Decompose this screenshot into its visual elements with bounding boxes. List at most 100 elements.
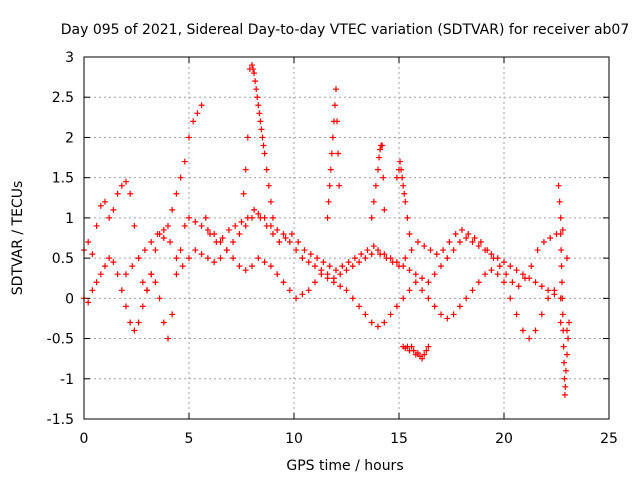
x-tick-label: 20 — [495, 431, 513, 447]
data-point — [293, 295, 300, 302]
data-point — [127, 319, 134, 326]
data-point — [232, 222, 239, 229]
data-point — [110, 259, 117, 266]
data-point — [110, 206, 117, 213]
data-point — [561, 359, 568, 366]
data-point — [427, 247, 434, 254]
data-point — [494, 255, 501, 262]
series-track-c — [123, 210, 564, 302]
data-point — [343, 267, 350, 274]
data-point — [249, 62, 255, 69]
data-point — [400, 182, 407, 189]
data-point — [286, 287, 293, 294]
data-point — [267, 263, 274, 270]
series-spike-12h — [324, 86, 343, 221]
data-point — [118, 287, 125, 294]
data-point — [333, 86, 339, 93]
data-point — [406, 230, 413, 237]
data-point — [556, 198, 563, 205]
data-point — [97, 271, 104, 278]
data-point — [230, 239, 237, 246]
data-point — [561, 375, 568, 382]
x-tick-label: 15 — [390, 431, 408, 447]
data-point — [381, 319, 388, 326]
data-point — [555, 182, 562, 189]
data-point — [173, 190, 180, 197]
y-tick-label: -1.5 — [47, 412, 74, 428]
data-point — [507, 263, 514, 270]
data-point — [194, 110, 201, 117]
data-point — [538, 283, 545, 290]
data-point — [400, 263, 407, 270]
data-point — [377, 146, 384, 153]
data-point — [141, 247, 148, 254]
data-point — [456, 239, 463, 246]
data-point — [337, 283, 344, 290]
data-point — [299, 255, 306, 262]
data-point — [362, 255, 369, 262]
y-tick-label: 0.5 — [52, 251, 74, 267]
data-point — [257, 118, 264, 125]
data-points — [81, 62, 573, 398]
data-point — [545, 295, 552, 302]
data-point — [165, 335, 171, 342]
data-point — [127, 190, 134, 197]
data-point — [375, 247, 381, 254]
data-point — [253, 86, 260, 93]
data-point — [452, 230, 459, 237]
data-point — [406, 287, 413, 294]
data-point — [370, 198, 377, 205]
data-point — [135, 255, 142, 262]
data-point — [274, 271, 281, 278]
data-point — [93, 222, 100, 229]
data-point — [192, 218, 199, 225]
data-point — [261, 259, 268, 266]
y-tick-label: 2 — [65, 130, 74, 146]
data-point — [333, 267, 339, 274]
data-point — [106, 214, 113, 221]
data-point — [320, 259, 327, 266]
data-point — [425, 343, 432, 350]
data-point — [425, 295, 432, 302]
data-point — [129, 263, 136, 270]
data-point — [440, 247, 447, 254]
data-point — [204, 255, 211, 262]
data-point — [444, 255, 451, 262]
series-spike-8h — [240, 62, 276, 221]
data-point — [419, 355, 426, 362]
data-point — [186, 255, 192, 262]
data-point — [217, 239, 224, 246]
x-tick-label: 5 — [185, 431, 194, 447]
series-spike-15h — [393, 158, 413, 237]
data-point — [559, 311, 566, 318]
data-point — [564, 351, 570, 358]
data-point — [288, 230, 295, 237]
data-point — [173, 255, 180, 262]
data-point — [469, 287, 476, 294]
data-point — [475, 243, 482, 250]
data-point — [202, 214, 209, 221]
data-point — [327, 166, 334, 173]
data-point — [515, 283, 522, 290]
data-point — [181, 158, 188, 165]
x-axis-label: GPS time / hours — [286, 458, 403, 474]
data-point — [393, 303, 400, 310]
data-point — [381, 206, 388, 213]
data-point — [160, 235, 167, 241]
data-point — [307, 251, 314, 258]
data-point — [169, 206, 176, 213]
data-point — [97, 202, 104, 209]
data-point — [349, 263, 356, 270]
data-point — [339, 263, 346, 270]
data-point — [558, 279, 565, 286]
data-point — [324, 271, 331, 278]
data-point — [312, 279, 318, 286]
y-tick-label: 1 — [65, 211, 74, 227]
data-point — [160, 319, 167, 326]
data-point — [547, 235, 554, 241]
data-point — [534, 247, 541, 254]
data-point — [160, 226, 167, 233]
data-point — [131, 327, 138, 334]
data-point — [259, 134, 266, 141]
